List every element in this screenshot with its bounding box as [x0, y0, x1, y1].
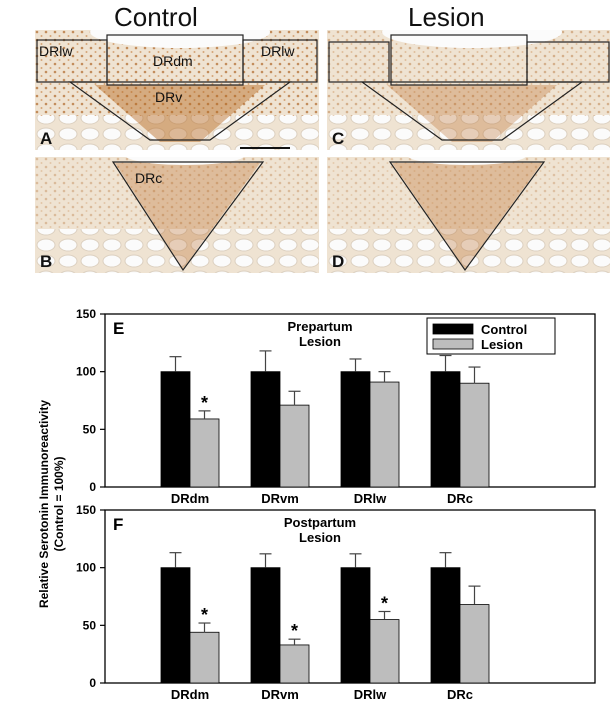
x-category-label: DRc	[447, 687, 473, 702]
legend-label-control: Control	[481, 322, 527, 337]
bar-control-drdm	[160, 371, 191, 488]
micrograph-panel-d: D	[327, 157, 610, 273]
x-category-label: DRlw	[354, 491, 387, 506]
bar-lesion-drvm	[279, 644, 310, 684]
legend-swatch-control	[432, 323, 474, 335]
bar-lesion-drlw	[369, 381, 400, 488]
region-label-drc: DRc	[135, 170, 162, 186]
y-tick-label: 100	[76, 561, 96, 575]
x-category-label: DRlw	[354, 687, 387, 702]
y-tick-label: 50	[83, 618, 97, 632]
bar-lesion-drlw	[369, 619, 400, 684]
x-category-label: DRdm	[171, 687, 209, 702]
region-label-drlw-right: DRlw	[261, 43, 295, 59]
y-axis-label: Relative Serotonin Immunoreactivity(Cont…	[37, 400, 66, 608]
y-axis-label-line: (Control = 100%)	[52, 456, 66, 551]
x-category-label: DRvm	[261, 687, 299, 702]
panel-letter-b: B	[40, 252, 52, 271]
legend-swatch-lesion	[432, 338, 474, 350]
bar-control-drdm	[160, 567, 191, 684]
y-tick-label: 100	[76, 365, 96, 379]
legend-label-lesion: Lesion	[481, 337, 523, 352]
chart-panel-letter: E	[113, 319, 124, 338]
x-category-label: DRvm	[261, 491, 299, 506]
significance-marker: *	[201, 605, 208, 625]
significance-marker: *	[381, 593, 388, 613]
chart-title-line: Postpartum	[284, 515, 356, 530]
chart-title-line: Prepartum	[287, 319, 352, 334]
micrograph-panel-a: DRlw DRdm DRlw DRv A	[35, 30, 319, 150]
micrograph-panel-b: DRc B	[35, 157, 319, 273]
y-tick-label: 50	[83, 422, 97, 436]
bar-lesion-drc	[459, 382, 490, 488]
y-tick-label: 0	[89, 480, 96, 494]
y-tick-label: 150	[76, 307, 96, 321]
region-label-drlw-left: DRlw	[39, 43, 73, 59]
significance-marker: *	[201, 393, 208, 413]
bar-lesion-drdm	[189, 631, 220, 684]
bar-lesion-drvm	[279, 404, 310, 488]
region-label-drdm: DRdm	[153, 53, 193, 69]
bar-lesion-drdm	[189, 418, 220, 488]
bar-control-drvm	[250, 371, 281, 488]
chart-panel-letter: F	[113, 515, 123, 534]
region-label-drv: DRv	[155, 89, 182, 105]
column-title-control: Control	[114, 2, 198, 32]
bar-control-drlw	[340, 567, 371, 684]
chart-title-line: Lesion	[299, 334, 341, 349]
panel-letter-d: D	[332, 252, 344, 271]
bar-control-drlw	[340, 371, 371, 488]
bar-control-drvm	[250, 567, 281, 684]
y-tick-label: 150	[76, 503, 96, 517]
y-axis-label-line: Relative Serotonin Immunoreactivity	[37, 400, 51, 608]
chart-title-line: Lesion	[299, 530, 341, 545]
x-category-label: DRdm	[171, 491, 209, 506]
y-tick-label: 0	[89, 676, 96, 690]
bar-control-drc	[430, 567, 461, 684]
significance-marker: *	[291, 621, 298, 641]
bar-control-drc	[430, 371, 461, 488]
x-category-label: DRc	[447, 491, 473, 506]
column-title-lesion: Lesion	[408, 2, 485, 32]
panel-letter-a: A	[40, 129, 52, 148]
bar-lesion-drc	[459, 604, 490, 684]
panel-letter-c: C	[332, 129, 344, 148]
micrograph-panel-c: C	[327, 30, 610, 150]
